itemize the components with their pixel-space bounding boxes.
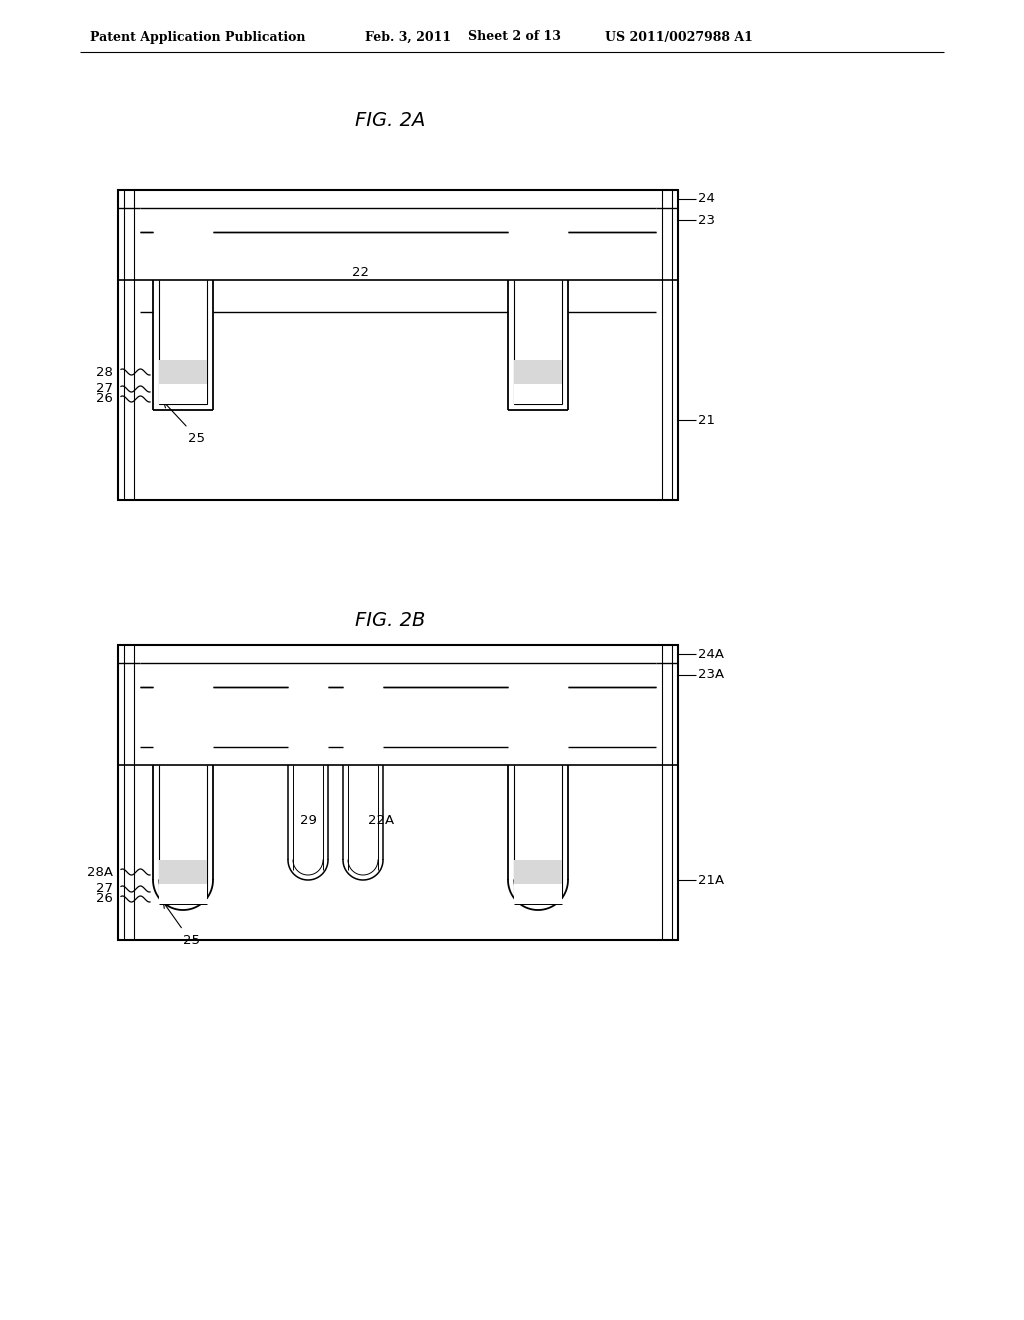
Bar — [140, 686, 153, 747]
Bar — [514, 360, 562, 384]
Bar — [213, 232, 508, 312]
Bar — [118, 190, 140, 500]
Bar — [383, 663, 508, 686]
Text: 29: 29 — [300, 813, 316, 826]
Text: FIG. 2B: FIG. 2B — [354, 610, 425, 630]
Bar — [213, 209, 508, 232]
Bar — [118, 645, 678, 940]
Text: Feb. 3, 2011: Feb. 3, 2011 — [365, 30, 452, 44]
Text: 26: 26 — [96, 892, 113, 906]
Bar — [514, 894, 562, 904]
Text: 21A: 21A — [698, 874, 724, 887]
Text: 28A: 28A — [87, 866, 113, 879]
Bar — [656, 190, 678, 500]
Bar — [118, 645, 678, 940]
Bar — [568, 209, 656, 232]
Bar — [514, 384, 562, 393]
Bar — [328, 663, 343, 686]
Text: 23: 23 — [698, 214, 715, 227]
Bar — [118, 190, 678, 500]
Text: 25: 25 — [183, 933, 200, 946]
Bar — [514, 884, 562, 894]
Bar — [568, 686, 656, 747]
Bar — [328, 686, 343, 747]
Bar — [383, 686, 508, 747]
Text: 22A: 22A — [368, 813, 394, 826]
Text: 23A: 23A — [698, 668, 724, 681]
Text: 21: 21 — [698, 413, 715, 426]
Text: Sheet 2 of 13: Sheet 2 of 13 — [468, 30, 561, 44]
Bar — [140, 663, 153, 686]
Text: 26: 26 — [96, 392, 113, 405]
Text: 24A: 24A — [698, 648, 724, 660]
Bar — [159, 384, 207, 393]
Bar — [159, 360, 207, 384]
Bar — [159, 393, 207, 404]
Bar — [568, 663, 656, 686]
Bar — [118, 190, 678, 500]
Bar — [140, 209, 153, 232]
Text: 27: 27 — [96, 883, 113, 895]
Text: 22: 22 — [352, 265, 369, 279]
Bar — [159, 861, 207, 884]
Text: 28: 28 — [96, 366, 113, 379]
Bar — [568, 232, 656, 312]
Text: US 2011/0027988 A1: US 2011/0027988 A1 — [605, 30, 753, 44]
Bar — [140, 232, 153, 312]
Text: 24: 24 — [698, 193, 715, 206]
Bar — [514, 393, 562, 404]
Bar — [213, 663, 288, 686]
Bar — [118, 280, 678, 500]
Bar — [514, 861, 562, 884]
Bar — [213, 686, 288, 747]
Bar — [656, 645, 678, 940]
Bar — [159, 894, 207, 904]
Text: FIG. 2A: FIG. 2A — [354, 111, 425, 129]
Text: Patent Application Publication: Patent Application Publication — [90, 30, 305, 44]
Bar — [118, 645, 140, 940]
Text: 25: 25 — [188, 432, 205, 445]
Text: 27: 27 — [96, 383, 113, 396]
Bar — [159, 884, 207, 894]
